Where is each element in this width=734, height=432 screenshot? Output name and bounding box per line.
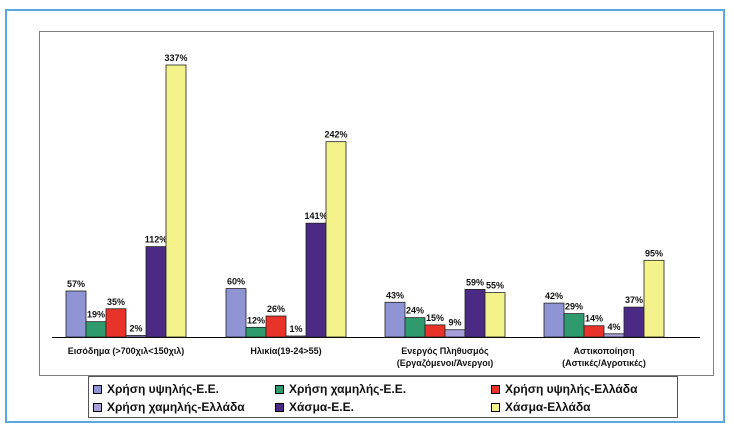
legend: Χρήση υψηλής-Ε.Ε. Χρήση χαμηλής-Ε.Ε. Χρή… bbox=[88, 376, 678, 418]
legend-label: Χρήση υψηλής-Ελλάδα bbox=[505, 382, 638, 396]
bar bbox=[404, 317, 426, 338]
bar-value-label: 141% bbox=[304, 211, 327, 221]
bar bbox=[623, 306, 645, 338]
bar-value-label: 9% bbox=[448, 318, 461, 328]
category-label: Αστικοποίηση bbox=[574, 346, 635, 356]
bar-value-label: 14% bbox=[585, 314, 603, 324]
bar-value-label: 26% bbox=[267, 304, 285, 314]
bar bbox=[603, 333, 625, 338]
bar bbox=[444, 329, 466, 338]
legend-swatch bbox=[275, 402, 284, 412]
bar bbox=[325, 141, 347, 338]
bar bbox=[285, 335, 307, 338]
bar bbox=[563, 313, 585, 338]
legend-swatch bbox=[275, 384, 284, 394]
legend-label: Χρήση χαμηλής-Ελλάδα bbox=[107, 400, 245, 414]
bar-value-label: 15% bbox=[426, 313, 444, 323]
bar-value-label: 42% bbox=[545, 291, 563, 301]
legend-item: Χρήση χαμηλής-Ελλάδα bbox=[93, 398, 245, 416]
plot-area-border bbox=[39, 31, 714, 376]
legend-swatch bbox=[93, 402, 102, 412]
bar bbox=[424, 324, 446, 338]
bar-value-label: 24% bbox=[406, 306, 424, 316]
bar bbox=[65, 290, 87, 338]
bar bbox=[85, 321, 107, 338]
bar bbox=[125, 334, 147, 338]
bar bbox=[583, 325, 605, 338]
legend-item: Χάσμα-Ελλάδα bbox=[491, 398, 591, 416]
bar-value-label: 59% bbox=[466, 277, 484, 287]
category-label: Ενεργός Πληθυσμός bbox=[401, 346, 489, 356]
bar-value-label: 57% bbox=[67, 279, 85, 289]
bar-value-label: 2% bbox=[129, 323, 142, 333]
category-label: (Αστικές/Αγροτικές) bbox=[562, 358, 646, 368]
bar bbox=[265, 315, 287, 338]
bar-value-label: 55% bbox=[486, 281, 504, 291]
bar bbox=[145, 246, 167, 338]
bar bbox=[165, 64, 187, 338]
bar-value-label: 19% bbox=[87, 310, 105, 320]
category-label: Εισόδημα (>700χιλ<150χιλ) bbox=[68, 346, 185, 356]
bar bbox=[384, 301, 406, 338]
bar bbox=[245, 326, 267, 338]
legend-item: Χρήση χαμηλής-Ε.Ε. bbox=[275, 380, 406, 398]
bar-value-label: 60% bbox=[227, 277, 245, 287]
legend-label: Χρήση υψηλής-Ε.Ε. bbox=[107, 382, 219, 396]
bar-value-label: 35% bbox=[107, 297, 125, 307]
bar bbox=[464, 288, 486, 338]
legend-item: Χρήση υψηλής-Ελλάδα bbox=[491, 380, 637, 398]
bar bbox=[543, 302, 565, 338]
bar-value-label: 95% bbox=[645, 248, 663, 258]
bar-value-label: 1% bbox=[289, 324, 302, 334]
category-label: (Εργαζόμενοι/Άνεργοι) bbox=[397, 358, 494, 368]
bar-value-label: 29% bbox=[565, 302, 583, 312]
bar-value-label: 12% bbox=[247, 315, 265, 325]
legend-swatch bbox=[93, 384, 102, 394]
legend-item: Χάσμα-Ε.Ε. bbox=[275, 398, 354, 416]
bar-value-label: 242% bbox=[324, 130, 347, 140]
bar-value-label: 337% bbox=[164, 53, 187, 63]
bar bbox=[643, 259, 665, 338]
bar-value-label: 43% bbox=[386, 290, 404, 300]
bar-value-label: 112% bbox=[145, 235, 168, 245]
bar-value-label: 4% bbox=[607, 322, 620, 332]
legend-swatch bbox=[491, 402, 500, 412]
bar-value-label: 37% bbox=[625, 295, 643, 305]
legend-label: Χάσμα-Ελλάδα bbox=[505, 400, 591, 414]
chart-frame bbox=[5, 9, 725, 423]
bar bbox=[484, 292, 506, 338]
legend-label: Χρήση χαμηλής-Ε.Ε. bbox=[289, 382, 407, 396]
bar bbox=[305, 222, 327, 338]
legend-label: Χάσμα-Ε.Ε. bbox=[289, 400, 354, 414]
category-label: Ηλικία(19-24>55) bbox=[250, 346, 321, 356]
bar bbox=[105, 308, 127, 338]
bar bbox=[225, 288, 247, 338]
legend-item: Χρήση υψηλής-Ε.Ε. bbox=[93, 380, 219, 398]
legend-swatch bbox=[491, 384, 500, 394]
